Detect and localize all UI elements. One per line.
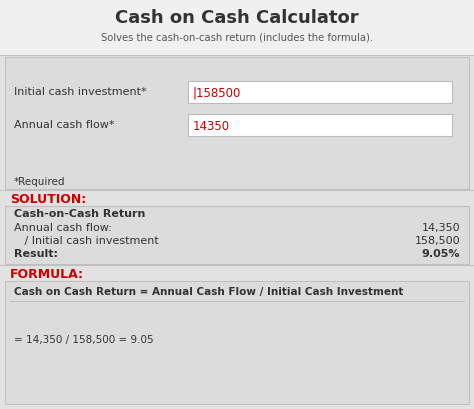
Text: Cash on Cash Return = Annual Cash Flow / Initial Cash Investment: Cash on Cash Return = Annual Cash Flow /…: [14, 286, 403, 296]
Text: Solves the cash-on-cash return (includes the formula).: Solves the cash-on-cash return (includes…: [101, 32, 373, 42]
Text: SOLUTION:: SOLUTION:: [10, 193, 86, 206]
Text: Cash-on-Cash Return: Cash-on-Cash Return: [14, 209, 146, 218]
Text: 9.05%: 9.05%: [421, 248, 460, 258]
Bar: [188, 82, 452, 104]
Bar: [5, 58, 469, 189]
Text: = 14,350 / 158,500 = 9.05: = 14,350 / 158,500 = 9.05: [14, 334, 154, 344]
Text: 158,500: 158,500: [414, 236, 460, 245]
Text: Annual cash flow*: Annual cash flow*: [14, 120, 115, 130]
Bar: [188, 115, 452, 137]
Bar: [5, 207, 469, 264]
Text: FORMULA:: FORMULA:: [10, 268, 84, 281]
Bar: [5, 281, 469, 404]
Text: 14,350: 14,350: [421, 222, 460, 232]
Bar: [0, 0, 474, 55]
Text: *Required: *Required: [14, 177, 65, 187]
Text: 14350: 14350: [193, 119, 230, 132]
Text: Result:: Result:: [14, 248, 58, 258]
Text: Annual cash flow:: Annual cash flow:: [14, 222, 112, 232]
Text: Cash on Cash Calculator: Cash on Cash Calculator: [115, 9, 359, 27]
Text: |158500: |158500: [193, 86, 241, 99]
Text: Initial cash investment*: Initial cash investment*: [14, 87, 146, 97]
Text: / Initial cash investment: / Initial cash investment: [14, 236, 159, 245]
